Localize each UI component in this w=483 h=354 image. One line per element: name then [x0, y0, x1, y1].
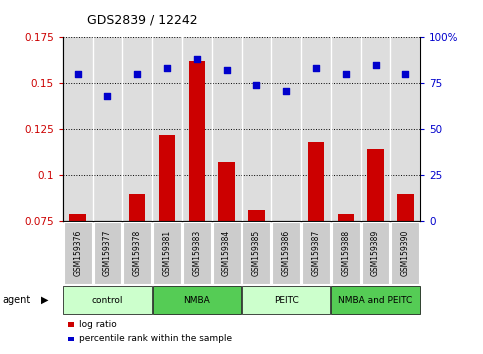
Bar [278, 221, 294, 227]
Text: GSM159384: GSM159384 [222, 230, 231, 276]
Point [193, 56, 201, 62]
Point [223, 68, 230, 73]
Text: GSM159377: GSM159377 [103, 230, 112, 276]
Text: PEITC: PEITC [274, 296, 298, 304]
Bar [129, 194, 145, 221]
Bar [70, 214, 86, 221]
Text: control: control [92, 296, 123, 304]
Bar [308, 142, 324, 221]
Point [163, 65, 171, 71]
Bar [189, 61, 205, 221]
Text: percentile rank within the sample: percentile rank within the sample [79, 335, 232, 343]
Text: GSM159385: GSM159385 [252, 230, 261, 276]
Bar [397, 194, 413, 221]
Point [342, 71, 350, 77]
Point [104, 93, 112, 99]
Point [282, 88, 290, 93]
Bar [218, 162, 235, 221]
Text: GSM159389: GSM159389 [371, 230, 380, 276]
Bar [248, 210, 265, 221]
Text: agent: agent [2, 295, 30, 305]
Text: GSM159388: GSM159388 [341, 230, 350, 276]
Text: GSM159378: GSM159378 [133, 230, 142, 276]
Point [401, 71, 409, 77]
Bar [99, 221, 115, 225]
Point [372, 62, 380, 68]
Text: GDS2839 / 12242: GDS2839 / 12242 [87, 13, 198, 27]
Bar [338, 214, 354, 221]
Text: NMBA: NMBA [184, 296, 210, 304]
Text: GSM159376: GSM159376 [73, 230, 82, 276]
Text: GSM159387: GSM159387 [312, 230, 320, 276]
Text: GSM159390: GSM159390 [401, 230, 410, 276]
Text: NMBA and PEITC: NMBA and PEITC [339, 296, 412, 304]
Text: GSM159383: GSM159383 [192, 230, 201, 276]
Point [253, 82, 260, 88]
Point [312, 65, 320, 71]
Text: GSM159386: GSM159386 [282, 230, 291, 276]
Point [133, 71, 141, 77]
Bar [368, 149, 384, 221]
Point [74, 71, 82, 77]
Text: log ratio: log ratio [79, 320, 116, 329]
Text: GSM159381: GSM159381 [163, 230, 171, 276]
Text: ▶: ▶ [41, 295, 49, 305]
Bar [159, 135, 175, 221]
